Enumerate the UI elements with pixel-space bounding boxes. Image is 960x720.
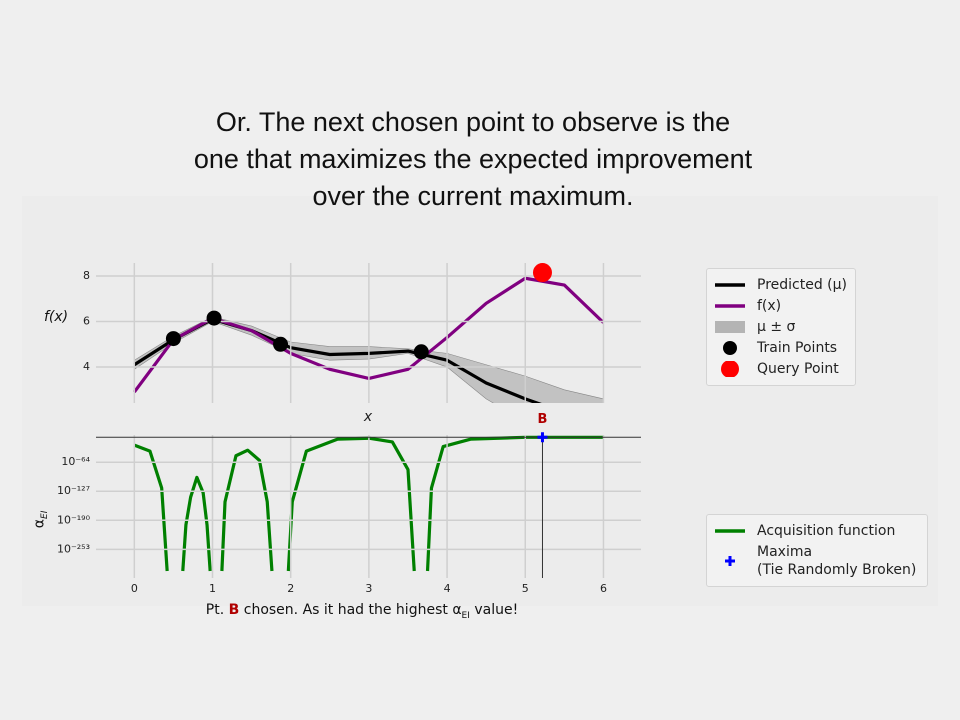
x-tick-label: 4 (444, 582, 451, 595)
legend-swatch (721, 361, 739, 377)
caption-symbol: α (452, 602, 462, 618)
y-tick-label: 4 (83, 360, 90, 373)
legend-entry: f(x) (715, 297, 847, 315)
line (133, 435, 604, 572)
legend-label: Train Points (757, 340, 838, 356)
caption-text: chosen. As it had the highest (239, 602, 453, 618)
point (273, 336, 289, 352)
y-label-symbol: α (31, 518, 48, 529)
x-tick-label: 2 (287, 582, 294, 595)
caption-highlight: B (228, 602, 240, 618)
point (206, 310, 222, 326)
legend-entry: Acquisition function (715, 522, 919, 540)
caption-text: value! (469, 602, 519, 618)
y-tick-label: 6 (83, 315, 90, 328)
plot (133, 435, 604, 572)
y-axis-label: αEI (31, 511, 50, 529)
y-tick-label: 10⁻²⁵³ (57, 542, 90, 555)
slide-title: Or. The next chosen point to observe is … (193, 107, 753, 211)
legend-entry: μ ± σ (715, 318, 847, 336)
annotation: B (538, 412, 548, 427)
y-tick-label: 10⁻¹⁹⁰ (57, 513, 91, 526)
legend-entry: Predicted (μ) (715, 276, 847, 294)
maxima-marker (537, 432, 548, 443)
legend-entry: Query Point (715, 360, 847, 378)
legend-swatch (723, 341, 737, 355)
legend-label: Acquisition function (757, 523, 896, 539)
y-tick-label: 8 (83, 269, 90, 282)
legend: Predicted (μ) f(x) μ ± σ Train Points Query … (706, 268, 857, 386)
point (413, 344, 429, 360)
legend-swatch (715, 529, 745, 533)
legend-swatch (715, 321, 745, 333)
x-tick-label: 0 (131, 582, 138, 595)
y-tick-label: 10⁻¹²⁷ (57, 484, 90, 497)
y-axis-label: f(x) (44, 309, 69, 325)
legend-entry: Train Points (715, 339, 847, 357)
x-tick-label: 3 (365, 582, 372, 595)
legend-label: Predicted (μ) (757, 277, 848, 293)
legend-label: Maxima (Tie Randomly Broken) (757, 544, 917, 578)
x-tick-label: 5 (522, 582, 529, 595)
legend-label: Query Point (757, 361, 839, 377)
legend-swatch (715, 304, 745, 308)
legend-label: f(x) (757, 298, 782, 314)
x-axis-label: x (363, 409, 373, 425)
legend-label: μ ± σ (757, 319, 796, 335)
legend-swatch (715, 283, 745, 287)
y-label-sub: EI (40, 510, 51, 519)
point (165, 331, 181, 347)
legend: Acquisition function Maxima (Tie Randomly… (706, 514, 928, 587)
legend-swatch (725, 556, 735, 566)
x-tick-label: 6 (600, 582, 607, 595)
legend-entry: Maxima (Tie Randomly Broken) (715, 543, 919, 579)
y-tick-label: 10⁻⁶⁴ (61, 455, 90, 468)
caption-subscript: EI (461, 610, 470, 621)
caption-text: Pt. (205, 602, 229, 618)
point (532, 263, 552, 283)
caption: Pt. B chosen. As it had the highest αEI … (140, 602, 584, 621)
x-tick-label: 1 (209, 582, 216, 595)
